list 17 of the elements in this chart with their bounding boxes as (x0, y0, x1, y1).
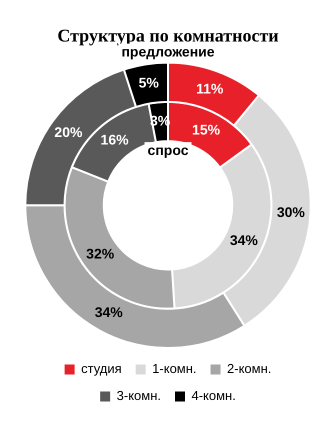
legend-label: 1-комн. (152, 361, 197, 376)
legend-label: 2-комн. (227, 361, 272, 376)
chart-title: Структура по комнатности (57, 25, 279, 46)
data-label: 16% (100, 132, 130, 148)
legend-label: студия (81, 361, 122, 376)
slice-label: предложение (121, 43, 215, 60)
data-label: 5% (138, 74, 160, 91)
legend-label: 4-комн. (192, 388, 236, 404)
data-label: 30% (276, 204, 306, 220)
data-label: 15% (192, 121, 221, 138)
slice-label: спрос (148, 142, 189, 158)
legend-label: 3-комн. (116, 388, 162, 404)
data-label: 20% (54, 124, 83, 140)
data-label: 34% (230, 232, 258, 248)
data-label: 32% (86, 245, 115, 262)
data-label: 11% (196, 80, 224, 96)
data-label: 34% (94, 304, 124, 320)
